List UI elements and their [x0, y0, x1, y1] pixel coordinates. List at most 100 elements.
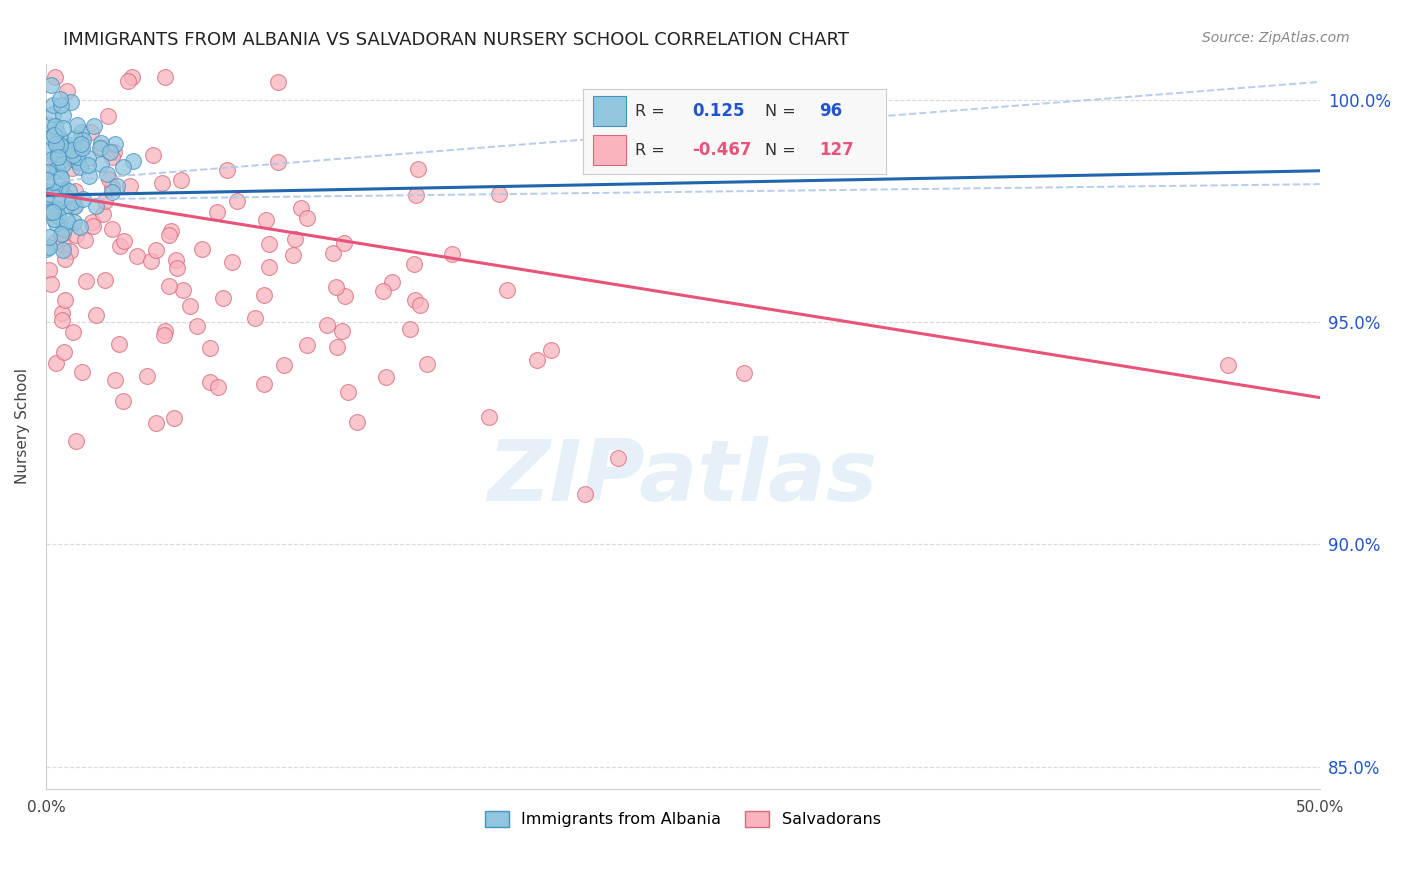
Point: [142, 148, 165, 162]
Point: [253, 377, 276, 392]
Text: IMMIGRANTS FROM ALBANIA VS SALVADORAN NURSERY SCHOOL CORRELATION CHART: IMMIGRANTS FROM ALBANIA VS SALVADORAN NU…: [63, 31, 849, 49]
Point: [259, 260, 281, 274]
Point: [77, 158, 100, 172]
Point: [83, 119, 105, 133]
Point: [607, 450, 630, 465]
Point: [48, 150, 70, 164]
Point: [166, 260, 188, 275]
Point: [38, 263, 60, 277]
Point: [120, 178, 142, 193]
Point: [44, 120, 66, 134]
Point: [46, 167, 69, 181]
Point: [42, 165, 65, 179]
Point: [62, 147, 84, 161]
Point: [37, 190, 59, 204]
Point: [37, 165, 59, 179]
Point: [42, 107, 65, 121]
Point: [75, 233, 97, 247]
Text: ZIPatlas: ZIPatlas: [488, 435, 877, 519]
Point: [136, 368, 159, 383]
Point: [96, 167, 118, 181]
Point: [35, 242, 58, 256]
Point: [75, 274, 97, 288]
Point: [39, 277, 62, 291]
Point: [45, 161, 67, 176]
Point: [55, 190, 77, 204]
Point: [316, 318, 339, 333]
Point: [39, 179, 62, 194]
Point: [63, 199, 86, 213]
Point: [97, 171, 120, 186]
Point: [63, 131, 86, 145]
Point: [125, 249, 148, 263]
Text: 127: 127: [820, 141, 853, 159]
Point: [56, 84, 79, 98]
Point: [488, 186, 510, 201]
Text: Source: ZipAtlas.com: Source: ZipAtlas.com: [1202, 31, 1350, 45]
Point: [44, 70, 66, 85]
Point: [52, 243, 75, 257]
Point: [221, 254, 243, 268]
Point: [49, 170, 72, 185]
Text: N =: N =: [765, 103, 796, 119]
Point: [160, 224, 183, 238]
Point: [65, 198, 87, 212]
Point: [48, 92, 70, 106]
Point: [42, 205, 65, 219]
Point: [152, 327, 174, 342]
Point: [45, 191, 67, 205]
Point: [38, 230, 60, 244]
Point: [405, 188, 427, 202]
Point: [283, 248, 305, 262]
Point: [53, 344, 76, 359]
Point: [215, 163, 238, 178]
Point: [51, 312, 73, 326]
Point: [190, 242, 212, 256]
Point: [63, 153, 86, 168]
Point: [91, 207, 114, 221]
Text: R =: R =: [636, 103, 665, 119]
Point: [38, 240, 60, 254]
Point: [37, 143, 59, 157]
Point: [295, 211, 318, 225]
Point: [84, 308, 107, 322]
Point: [72, 141, 94, 155]
Point: [42, 194, 65, 209]
Point: [157, 227, 180, 242]
Point: [574, 486, 596, 500]
Point: [226, 194, 249, 209]
Point: [37, 172, 59, 186]
Point: [290, 202, 312, 216]
Point: [41, 186, 63, 200]
Point: [51, 153, 73, 168]
Point: [56, 198, 79, 212]
Text: 96: 96: [820, 103, 842, 120]
Point: [51, 306, 73, 320]
Point: [37, 118, 59, 132]
Point: [51, 138, 73, 153]
Point: [84, 199, 107, 213]
Point: [93, 273, 115, 287]
Point: [39, 130, 62, 145]
Point: [80, 215, 103, 229]
Point: [207, 380, 229, 394]
Point: [69, 220, 91, 235]
Point: [100, 180, 122, 194]
Point: [104, 136, 127, 151]
Point: [733, 366, 755, 380]
Point: [93, 194, 115, 209]
Point: [53, 252, 76, 267]
Point: [49, 143, 72, 157]
Point: [98, 145, 121, 160]
Point: [477, 409, 499, 424]
Point: [89, 141, 111, 155]
Point: [65, 434, 87, 448]
Point: [38, 186, 60, 200]
Point: [245, 311, 267, 326]
Point: [325, 280, 347, 294]
Point: [267, 155, 290, 169]
Point: [52, 108, 75, 122]
Y-axis label: Nursery School: Nursery School: [15, 368, 30, 484]
Point: [152, 176, 174, 190]
Point: [42, 98, 65, 112]
